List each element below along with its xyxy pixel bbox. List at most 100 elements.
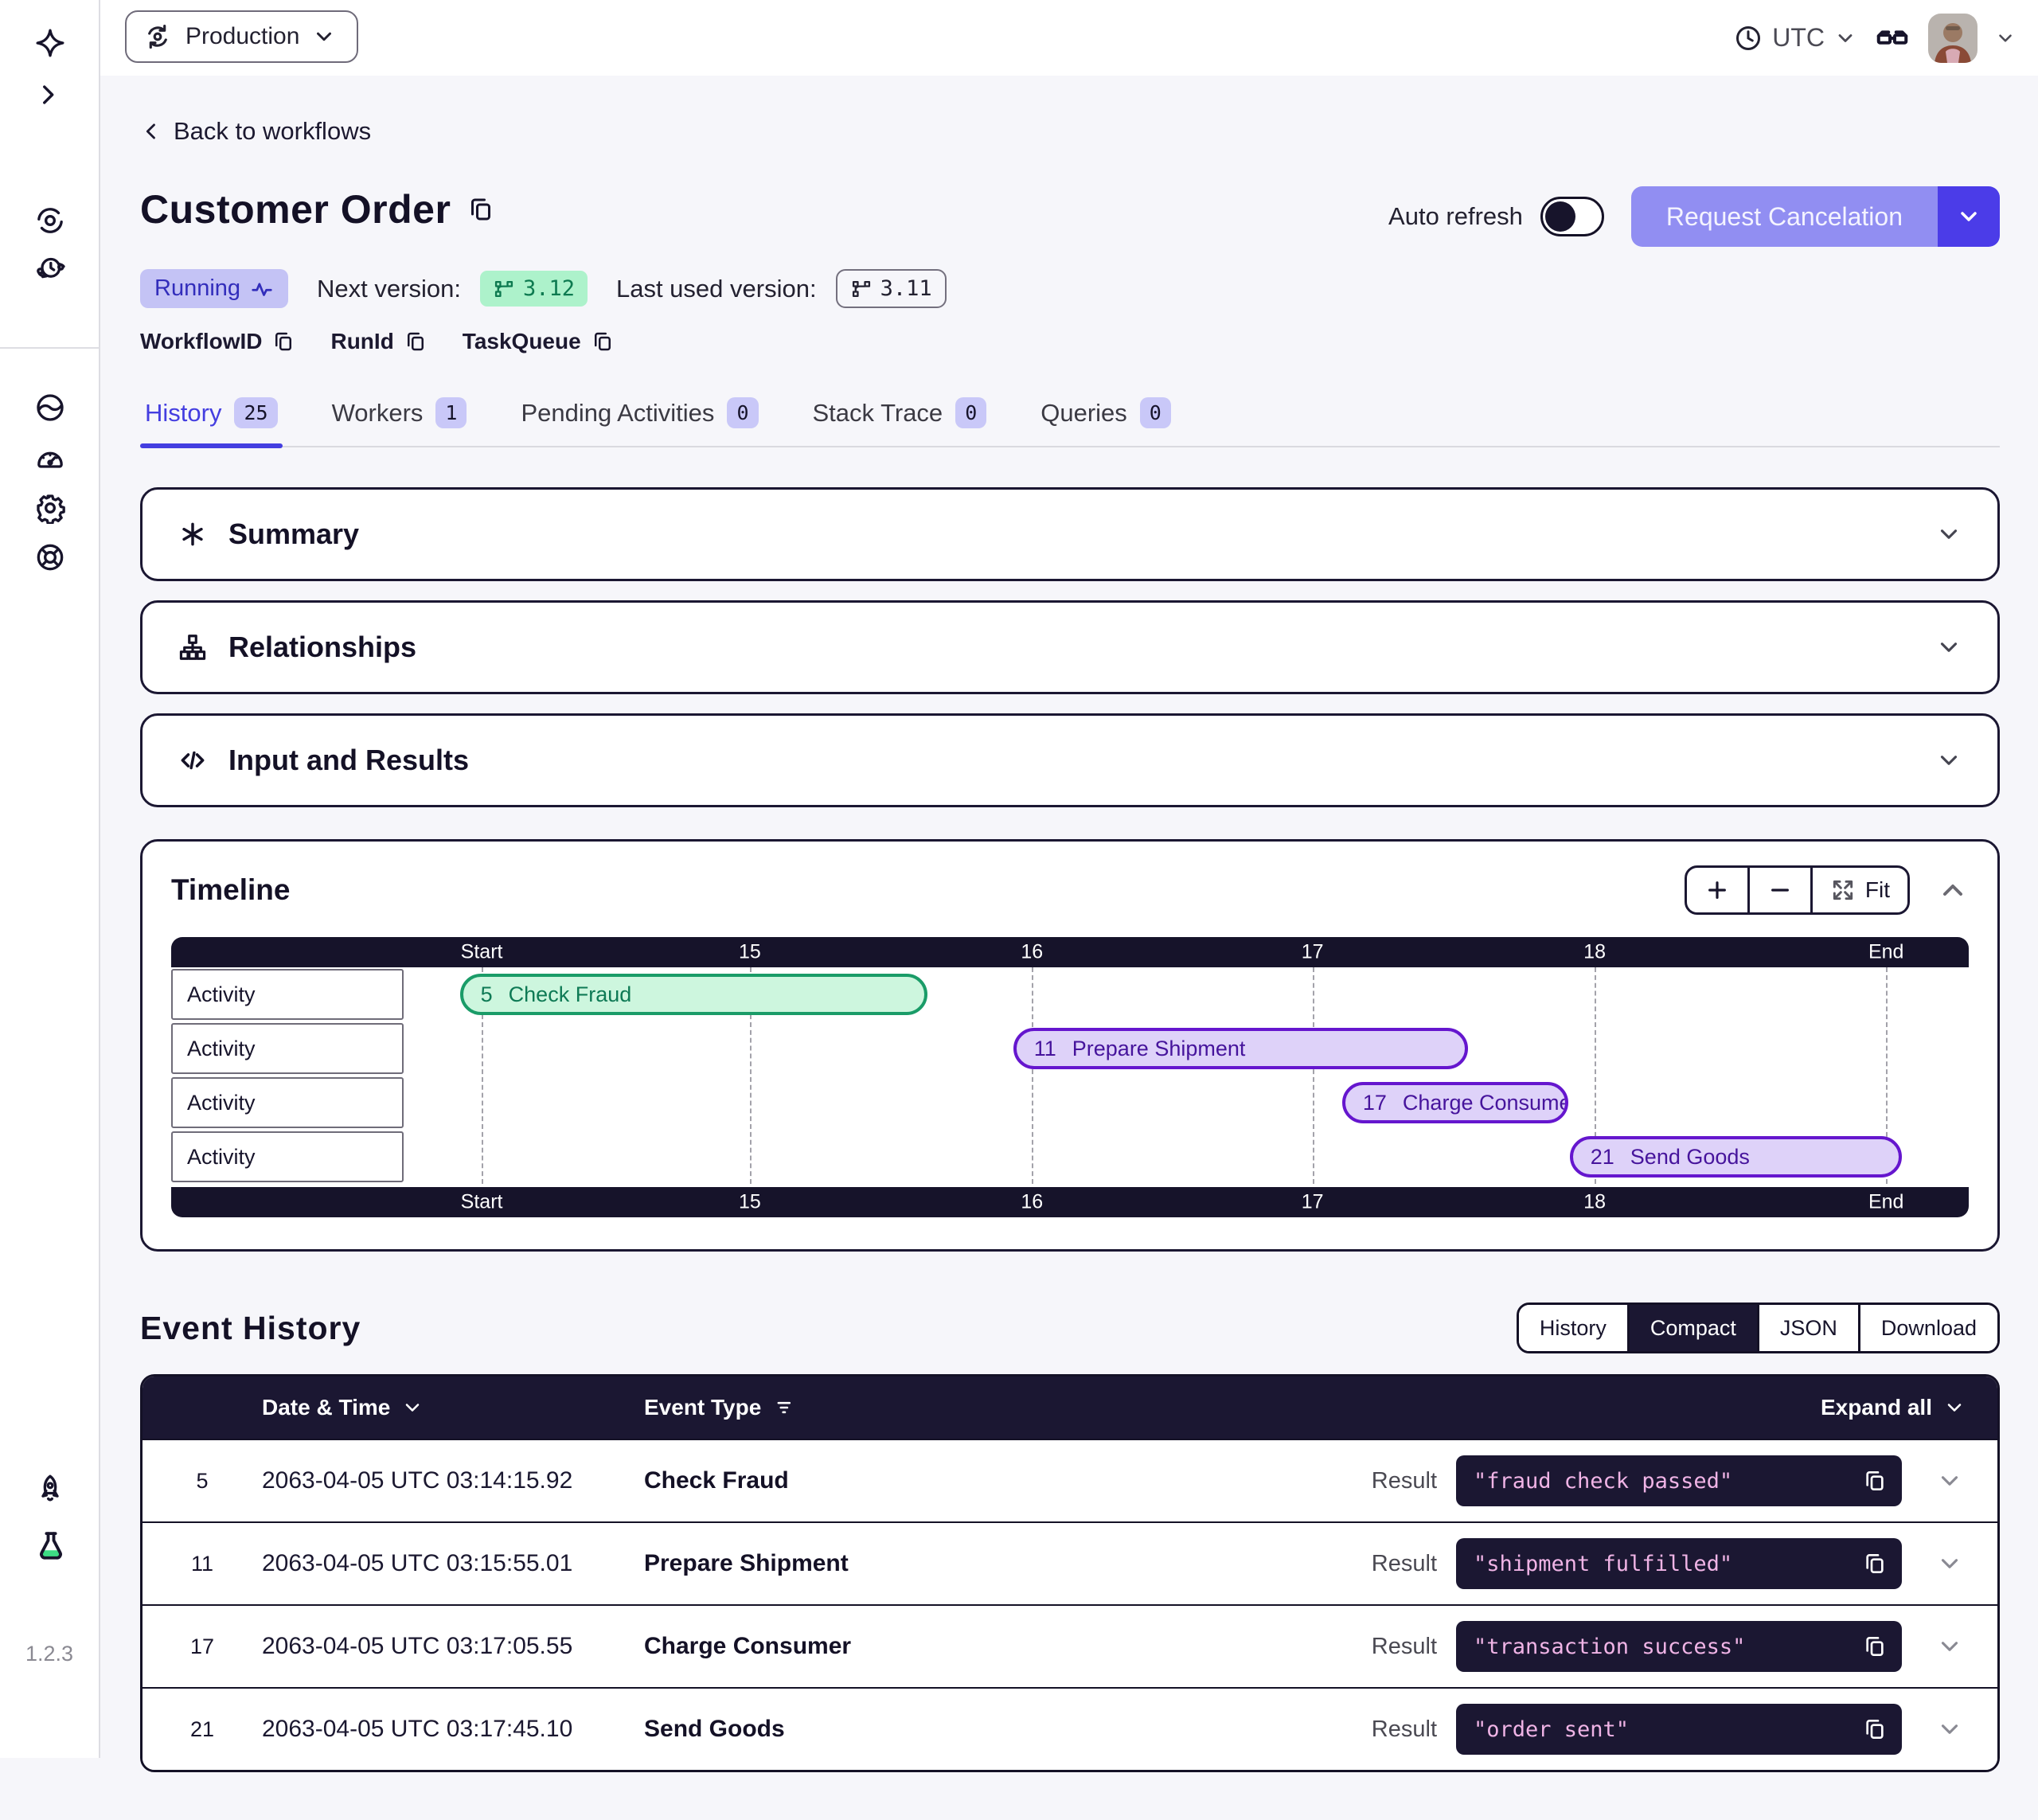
temporal-logo-icon[interactable] (34, 27, 66, 59)
timeline-zoom-in-button[interactable] (1687, 868, 1750, 912)
view-compact-button[interactable]: Compact (1630, 1305, 1759, 1351)
sidebar-item-schedules[interactable] (34, 253, 66, 285)
copy-icon[interactable] (1862, 1468, 1888, 1494)
row-expand-chevron[interactable] (1936, 1550, 1963, 1577)
sidebar-item-support[interactable] (34, 541, 66, 573)
sidebar-item-getting-started[interactable] (34, 1473, 66, 1505)
last-version-label: Last used version: (616, 275, 817, 303)
event-row[interactable]: 21 2063-04-05 UTC 03:17:45.10 Send Goods… (143, 1687, 1997, 1770)
task-queue-copy[interactable]: TaskQueue (463, 329, 615, 354)
result-chip[interactable]: "fraud check passed" (1456, 1455, 1902, 1506)
event-history-title: Event History (140, 1310, 361, 1347)
result-chip[interactable]: "transaction success" (1456, 1621, 1902, 1672)
sidebar-item-usage[interactable] (34, 443, 66, 475)
chevron-down-icon[interactable] (1995, 28, 2016, 49)
chevron-down-icon (1943, 1396, 1966, 1419)
result-chip[interactable]: "shipment fulfilled" (1456, 1538, 1902, 1589)
avatar[interactable] (1928, 14, 1977, 63)
timeline-axis-top: Start 15 16 17 18 End (171, 937, 1969, 967)
cancelation-menu-caret[interactable] (1938, 186, 2000, 247)
copy-icon (591, 330, 615, 353)
timezone-selector[interactable]: UTC (1734, 23, 1856, 53)
event-history-table: Date & Time Event Type Expand all 5 2063… (140, 1374, 2000, 1772)
version-branch-icon (850, 278, 873, 300)
fit-arrows-icon (1830, 877, 1856, 903)
column-date-time[interactable]: Date & Time (262, 1395, 644, 1420)
view-json-button[interactable]: JSON (1759, 1305, 1860, 1351)
timeline-fit-button[interactable]: Fit (1813, 868, 1907, 912)
labs-glasses-icon[interactable] (1874, 20, 1911, 57)
sidebar-item-labs-flask[interactable] (34, 1529, 66, 1560)
run-id-copy[interactable]: RunId (330, 329, 427, 354)
asterisk-icon (178, 519, 208, 549)
table-header: Date & Time Event Type Expand all (143, 1377, 1997, 1439)
sidebar-item-nexus[interactable] (34, 392, 66, 424)
chevron-down-icon (1935, 634, 1962, 661)
sidebar-item-settings[interactable] (34, 492, 66, 524)
row-expand-chevron[interactable] (1936, 1467, 1963, 1494)
timeline-axis-bottom: Start 15 16 17 18 End (171, 1187, 1969, 1217)
workflow-id-copy[interactable]: WorkflowID (140, 329, 295, 354)
sidebar-expand-icon[interactable] (34, 81, 66, 113)
input-results-accordion[interactable]: Input and Results (140, 713, 2000, 807)
chevron-left-icon (140, 120, 162, 143)
chevron-down-icon (312, 25, 336, 49)
relationships-accordion[interactable]: Relationships (140, 600, 2000, 694)
expand-all-button[interactable]: Expand all (1821, 1395, 1997, 1420)
auto-refresh-label: Auto refresh (1388, 202, 1523, 231)
event-row[interactable]: 5 2063-04-05 UTC 03:14:15.92 Check Fraud… (143, 1439, 1997, 1521)
column-event-type[interactable]: Event Type (644, 1395, 1456, 1420)
event-history-view-toggle: History Compact JSON Download (1517, 1303, 2000, 1353)
minus-icon (1767, 877, 1793, 903)
timeline-zoom-out-button[interactable] (1750, 868, 1813, 912)
copy-icon[interactable] (467, 195, 495, 224)
chevron-down-icon (1935, 521, 1962, 548)
next-version-badge: 3.12 (480, 271, 588, 307)
sidebar: 1.2.3 (0, 0, 100, 1758)
row-expand-chevron[interactable] (1936, 1633, 1963, 1660)
chevron-down-icon (1956, 204, 1981, 229)
sitemap-icon (178, 632, 208, 662)
chevron-down-icon (1935, 747, 1962, 774)
pulse-icon (250, 277, 274, 301)
timeline-card: Timeline Fit (140, 839, 2000, 1252)
sidebar-item-workflows[interactable] (34, 205, 66, 236)
event-row[interactable]: 17 2063-04-05 UTC 03:17:05.55 Charge Con… (143, 1604, 1997, 1687)
back-to-workflows-link[interactable]: Back to workflows (140, 117, 371, 146)
timeline-row-label: Activity (171, 969, 404, 1020)
download-button[interactable]: Download (1860, 1305, 1997, 1351)
event-row[interactable]: 11 2063-04-05 UTC 03:15:55.01 Prepare Sh… (143, 1521, 1997, 1604)
gridline (1313, 967, 1314, 1184)
status-badge: Running (140, 269, 288, 308)
clock-icon (1734, 24, 1763, 53)
copy-icon (271, 330, 295, 353)
timeline-row-label: Activity (171, 1023, 404, 1074)
namespace-refresh-icon (143, 21, 173, 52)
chevron-down-icon (1834, 27, 1856, 49)
view-history-button[interactable]: History (1519, 1305, 1630, 1351)
copy-icon (404, 330, 428, 353)
row-expand-chevron[interactable] (1936, 1716, 1963, 1743)
namespace-label: Production (185, 23, 299, 50)
summary-accordion[interactable]: Summary (140, 487, 2000, 581)
copy-icon[interactable] (1862, 1634, 1888, 1659)
copy-icon[interactable] (1862, 1551, 1888, 1576)
namespace-selector[interactable]: Production (125, 10, 358, 63)
request-cancelation-button[interactable]: Request Cancelation (1631, 186, 2000, 247)
filter-icon (774, 1396, 796, 1419)
timeline-collapse-chevron[interactable] (1937, 874, 1969, 906)
plus-icon (1704, 877, 1730, 903)
auto-refresh-toggle[interactable] (1540, 197, 1604, 236)
copy-icon[interactable] (1862, 1717, 1888, 1742)
result-chip[interactable]: "order sent" (1456, 1704, 1902, 1755)
